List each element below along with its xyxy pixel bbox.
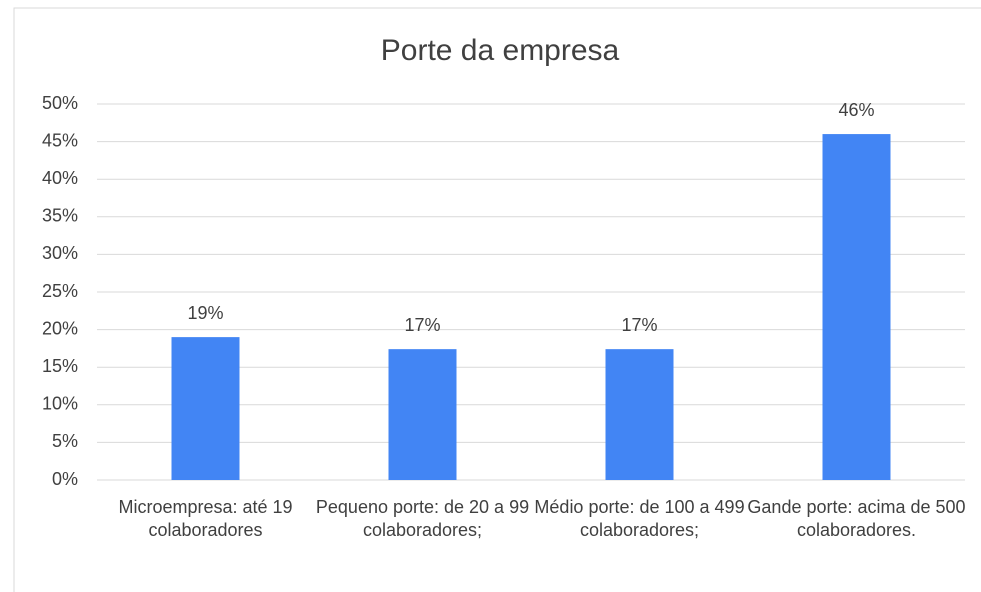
- data-label: 19%: [187, 303, 223, 323]
- y-tick-label: 5%: [52, 431, 78, 451]
- data-label: 46%: [838, 100, 874, 120]
- y-tick-label: 15%: [42, 356, 78, 376]
- y-tick-label: 45%: [42, 130, 78, 150]
- y-tick-label: 20%: [42, 318, 78, 338]
- bar: [388, 349, 457, 480]
- y-tick-label: 35%: [42, 206, 78, 226]
- x-tick-label: Médio porte: de 100 a 499 colaboradores;: [534, 497, 745, 540]
- y-tick-label: 40%: [42, 168, 78, 188]
- y-tick-label: 50%: [42, 93, 78, 113]
- x-tick-label: Pequeno porte: de 20 a 99 colaboradores;: [315, 497, 530, 540]
- chart-title: Porte da empresa: [381, 34, 620, 67]
- y-tick-label: 25%: [42, 281, 78, 301]
- bar: [822, 134, 891, 480]
- x-tick-label: Microempresa: até 19 colaboradores: [118, 497, 293, 540]
- y-tick-label: 0%: [52, 469, 78, 489]
- x-tick-label: Gande porte: acima de 500 colaboradores.: [747, 497, 966, 540]
- data-label: 17%: [621, 315, 657, 335]
- bar: [171, 337, 240, 480]
- chart-border: [13, 7, 981, 592]
- data-label: 17%: [404, 315, 440, 335]
- bar: [605, 349, 674, 480]
- y-tick-label: 10%: [42, 394, 78, 414]
- y-tick-label: 30%: [42, 243, 78, 263]
